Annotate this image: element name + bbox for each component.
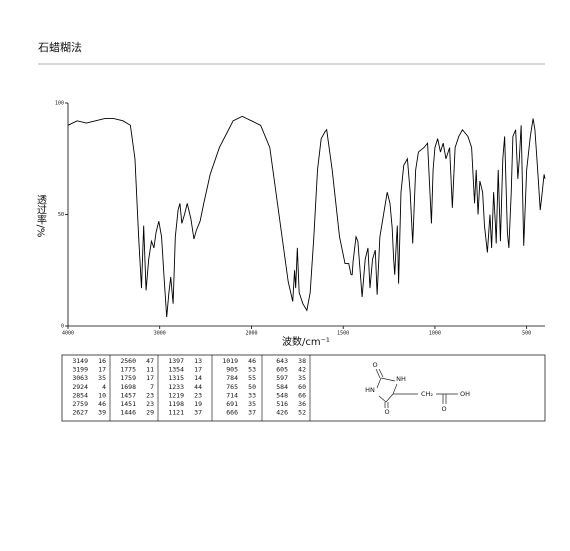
x-tick-label: 1500 xyxy=(337,331,349,337)
transmittance-cell: 19 xyxy=(194,400,202,408)
transmittance-cell: 29 xyxy=(146,409,154,417)
wavenumber-cell: 1219 xyxy=(168,391,184,399)
transmittance-cell: 11 xyxy=(146,366,154,374)
transmittance-cell: 37 xyxy=(248,409,256,417)
wavenumber-cell: 2854 xyxy=(72,391,88,399)
wavenumber-cell: 1451 xyxy=(120,400,136,408)
wavenumber-cell: 1354 xyxy=(168,366,184,374)
transmittance-cell: 35 xyxy=(298,374,306,382)
transmittance-cell: 42 xyxy=(298,366,306,374)
transmittance-cell: 23 xyxy=(146,400,154,408)
wavenumber-cell: 1446 xyxy=(120,409,136,417)
structure-label: CH₂ xyxy=(421,390,433,398)
transmittance-cell: 47 xyxy=(146,357,154,365)
transmittance-cell: 23 xyxy=(194,391,202,399)
spectrum-line xyxy=(67,115,546,318)
transmittance-cell: 17 xyxy=(146,374,154,382)
wavenumber-cell: 1397 xyxy=(168,357,184,365)
wavenumber-cell: 3063 xyxy=(72,374,88,382)
wavenumber-cell: 905 xyxy=(226,366,238,374)
wavenumber-cell: 2759 xyxy=(72,400,88,408)
transmittance-cell: 52 xyxy=(298,409,306,417)
transmittance-cell: 55 xyxy=(248,374,256,382)
wavenumber-cell: 584 xyxy=(276,383,288,391)
wavenumber-cell: 1233 xyxy=(168,383,184,391)
transmittance-cell: 38 xyxy=(298,357,306,365)
transmittance-cell: 35 xyxy=(98,374,106,382)
wavenumber-cell: 516 xyxy=(276,400,288,408)
wavenumber-cell: 548 xyxy=(276,391,288,399)
transmittance-cell: 36 xyxy=(298,400,306,408)
structure-label: O xyxy=(441,405,446,413)
y-tick-label: 0 xyxy=(61,324,64,330)
transmittance-cell: 60 xyxy=(298,383,306,391)
wavenumber-cell: 714 xyxy=(226,391,238,399)
structure-label: OH xyxy=(460,390,470,398)
wavenumber-cell: 1457 xyxy=(120,391,136,399)
wavenumber-cell: 605 xyxy=(276,366,288,374)
transmittance-cell: 46 xyxy=(248,357,256,365)
transmittance-cell: 37 xyxy=(194,409,202,417)
wavenumber-cell: 1775 xyxy=(120,366,136,374)
wavenumber-cell: 691 xyxy=(226,400,238,408)
transmittance-cell: 46 xyxy=(98,400,106,408)
transmittance-cell: 44 xyxy=(194,383,202,391)
transmittance-cell: 16 xyxy=(98,357,106,365)
wavenumber-cell: 765 xyxy=(226,383,238,391)
page-title: 石蜡糊法 xyxy=(38,40,82,54)
wavenumber-cell: 1198 xyxy=(168,400,184,408)
x-axis-label: 波数/cm⁻¹ xyxy=(282,335,330,348)
structure-label: O xyxy=(384,408,389,416)
x-tick-label: 3000 xyxy=(154,331,166,337)
wavenumber-cell: 1759 xyxy=(120,374,136,382)
wavenumber-cell: 666 xyxy=(226,409,238,417)
wavenumber-cell: 2627 xyxy=(72,409,88,417)
wavenumber-cell: 643 xyxy=(276,357,288,365)
structure-label: HN xyxy=(365,386,375,394)
structure-label: NH xyxy=(396,375,406,383)
x-tick-label: 4000 xyxy=(62,331,74,337)
structure-label: O xyxy=(372,361,377,369)
wavenumber-cell: 1698 xyxy=(120,383,136,391)
y-tick-label: 100 xyxy=(55,101,64,107)
wavenumber-cell: 597 xyxy=(276,374,288,382)
transmittance-cell: 50 xyxy=(248,383,256,391)
transmittance-cell: 39 xyxy=(98,409,106,417)
transmittance-cell: 17 xyxy=(194,366,202,374)
wavenumber-cell: 1121 xyxy=(168,409,184,417)
transmittance-cell: 10 xyxy=(98,391,106,399)
wavenumber-cell: 426 xyxy=(276,409,288,417)
wavenumber-cell: 3149 xyxy=(72,357,88,365)
wavenumber-cell: 784 xyxy=(226,374,238,382)
bonds xyxy=(375,368,458,408)
transmittance-cell: 66 xyxy=(298,391,306,399)
transmittance-cell: 33 xyxy=(248,391,256,399)
wavenumber-cell: 3199 xyxy=(72,366,88,374)
transmittance-cell: 14 xyxy=(194,374,202,382)
x-tick-label: 500 xyxy=(522,331,531,337)
transmittance-cell: 53 xyxy=(248,366,256,374)
table-border xyxy=(61,354,546,422)
wavenumber-cell: 1019 xyxy=(222,357,238,365)
wavenumber-cell: 1315 xyxy=(168,374,184,382)
y-axis-label: 透过率/% xyxy=(35,194,47,237)
x-tick-label: 1000 xyxy=(429,331,441,337)
transmittance-cell: 4 xyxy=(102,383,106,391)
transmittance-cell: 23 xyxy=(146,391,154,399)
structure xyxy=(375,368,458,408)
wavenumber-cell: 2924 xyxy=(72,383,88,391)
transmittance-cell: 13 xyxy=(194,357,202,365)
y-tick-label: 50 xyxy=(58,212,64,218)
transmittance-cell: 35 xyxy=(248,400,256,408)
x-tick-label: 2000 xyxy=(245,331,257,337)
wavenumber-cell: 2560 xyxy=(120,357,136,365)
transmittance-cell: 7 xyxy=(150,383,154,391)
transmittance-cell: 17 xyxy=(98,366,106,374)
